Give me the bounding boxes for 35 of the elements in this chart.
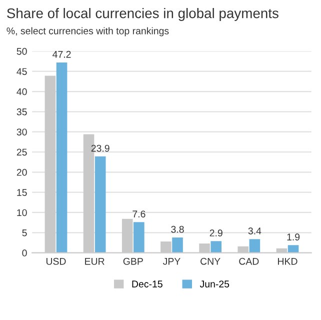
data-label: 1.9 [287,234,300,240]
x-tick-label: CAD [239,258,259,265]
x-tick-label: HKD [278,258,298,265]
y-tick-label: 5 [22,229,27,236]
data-label: 23.9 [91,144,110,152]
x-tick-label: JPY [162,258,180,265]
x-tick-label: USD [46,258,66,265]
bar [210,241,222,253]
legend-label: Dec-15 [132,280,162,288]
data-label: 47.2 [52,50,71,58]
legend-label: Jun-25 [200,280,230,288]
chart-title: Share of local currencies in global payments [7,8,278,21]
y-tick-label: 15 [17,189,27,196]
bar [56,62,68,253]
x-tick-label: EUR [85,258,104,265]
bar [249,239,260,253]
data-label: 3.4 [248,228,262,234]
x-tick-label: CNY [200,258,220,265]
data-label: 7.6 [132,210,146,218]
y-tick-label: 45 [16,68,27,75]
data-label: 3.8 [171,226,184,233]
bar [134,222,144,253]
data-label: 2.9 [210,230,222,236]
bar [172,237,183,253]
y-tick-label: 35 [16,108,27,116]
bar [94,156,106,253]
y-tick-label: 50 [16,48,27,55]
y-tick-label: 40 [16,88,27,96]
y-tick-label: 0 [22,250,27,256]
y-tick-label: 10 [17,209,27,216]
chart-subtitle: %, select currencies with top rankings [6,27,169,36]
x-tick-label: GBP [123,258,143,265]
y-tick-label: 20 [16,168,27,176]
y-tick-label: 25 [16,148,27,156]
y-tick-label: 30 [16,128,27,136]
